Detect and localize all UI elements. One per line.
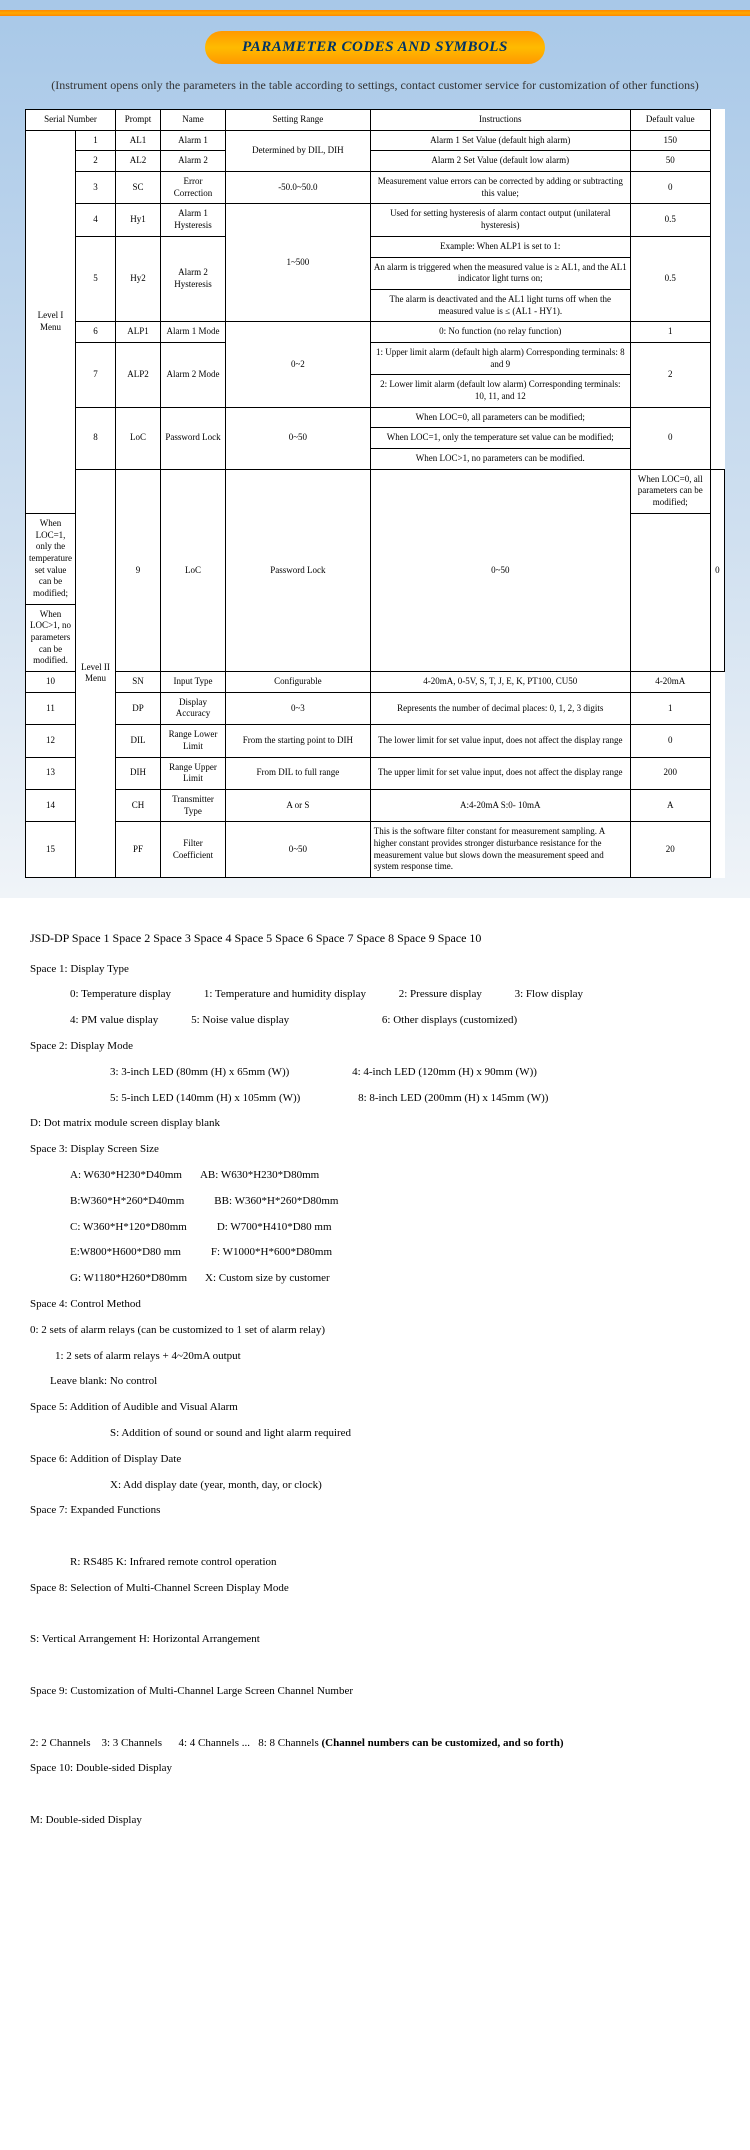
level2-cell: Level II Menu	[75, 469, 115, 877]
subtitle-text: (Instrument opens only the parameters in…	[30, 76, 720, 94]
space10-title: Space 10: Double-sided Display	[30, 1759, 720, 1779]
parameter-table: Serial Number Prompt Name Setting Range …	[25, 109, 725, 878]
title-banner: PARAMETER CODES AND SYMBOLS	[205, 31, 545, 64]
space1-title: Space 1: Display Type	[30, 960, 720, 980]
space3-title: Space 3: Display Screen Size	[30, 1140, 720, 1160]
top-orange-bar	[0, 10, 750, 16]
space2-title: Space 2: Display Mode	[30, 1037, 720, 1057]
col-default: Default value	[630, 110, 710, 131]
sky-header: PARAMETER CODES AND SYMBOLS (Instrument …	[0, 0, 750, 898]
space5-title: Space 5: Addition of Audible and Visual …	[30, 1398, 720, 1418]
space9-line: 2: 2 Channels 3: 3 Channels 4: 4 Channel…	[30, 1734, 720, 1754]
space7-title: Space 7: Expanded Functions	[30, 1501, 720, 1521]
space1-row2: 4: PM value display 5: Noise value displ…	[30, 1011, 720, 1031]
col-range: Setting Range	[225, 110, 370, 131]
space1-row1: 0: Temperature display 1: Temperature an…	[30, 985, 720, 1005]
col-instr: Instructions	[370, 110, 630, 131]
space2-row2: 5: 5-inch LED (140mm (H) x 105mm (W)) 8:…	[30, 1089, 720, 1109]
table-header-row: Serial Number Prompt Name Setting Range …	[26, 110, 725, 131]
level1-cell: Level I Menu	[26, 130, 76, 513]
ordering-section: JSD-DP Space 1 Space 2 Space 3 Space 4 S…	[0, 898, 750, 1857]
space9-title: Space 9: Customization of Multi-Channel …	[30, 1682, 720, 1702]
col-name: Name	[160, 110, 225, 131]
space4-title: Space 4: Control Method	[30, 1295, 720, 1315]
col-serial: Serial Number	[26, 110, 116, 131]
space6-title: Space 6: Addition of Display Date	[30, 1450, 720, 1470]
banner-title: PARAMETER CODES AND SYMBOLS	[242, 39, 508, 55]
space2-row1: 3: 3-inch LED (80mm (H) x 65mm (W)) 4: 4…	[30, 1063, 720, 1083]
space2-extra: D: Dot matrix module screen display blan…	[30, 1114, 720, 1134]
col-prompt: Prompt	[115, 110, 160, 131]
space8-title: Space 8: Selection of Multi-Channel Scre…	[30, 1579, 720, 1599]
ordering-header: JSD-DP Space 1 Space 2 Space 3 Space 4 S…	[30, 928, 720, 950]
